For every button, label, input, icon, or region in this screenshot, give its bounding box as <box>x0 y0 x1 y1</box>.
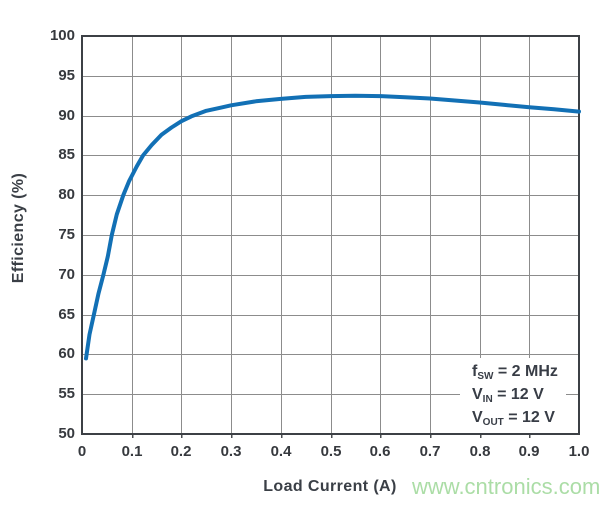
x-tick-label: 0.4 <box>270 443 292 460</box>
x-tick-label: 0.6 <box>369 443 391 460</box>
x-tick-label: 1.0 <box>568 443 590 460</box>
efficiency-curve <box>84 93 581 361</box>
x-tick-label: 0.5 <box>320 443 342 460</box>
y-tick-label: 65 <box>58 306 75 323</box>
y-tick-label: 85 <box>58 146 75 163</box>
y-tick-label: 60 <box>58 345 75 362</box>
y-tick-label: 90 <box>58 107 75 124</box>
x-tick-label: 0.8 <box>469 443 491 460</box>
watermark: www.cntronics.com <box>412 474 600 499</box>
x-tick-label: 0.9 <box>518 443 540 460</box>
annotation-line: VOUT = 12 V <box>472 409 555 428</box>
y-tick-label: 55 <box>58 385 75 402</box>
plot-border <box>81 35 580 435</box>
x-tick-label: 0 <box>77 443 87 460</box>
y-axis-title: Efficiency (%) <box>10 172 27 284</box>
y-tick-label: 50 <box>58 425 75 442</box>
y-tick-label: 75 <box>58 226 75 243</box>
y-tick-label: 80 <box>58 186 75 203</box>
y-tick-label: 70 <box>58 266 75 283</box>
annotation-line: fSW = 2 MHz <box>472 363 558 382</box>
x-tick-label: 0.7 <box>419 443 441 460</box>
y-tick-label: 95 <box>58 67 75 84</box>
x-axis-title: Load Current (A) <box>263 478 397 495</box>
annotation-line: VIN = 12 V <box>472 386 544 405</box>
y-tick-label: 100 <box>49 27 75 44</box>
x-tick-label: 0.3 <box>220 443 242 460</box>
x-tick-label: 0.2 <box>170 443 192 460</box>
x-tick-label: 0.1 <box>121 443 143 460</box>
conditions-annotation: fSW = 2 MHz VIN = 12 V VOUT = 12 V <box>460 358 566 433</box>
